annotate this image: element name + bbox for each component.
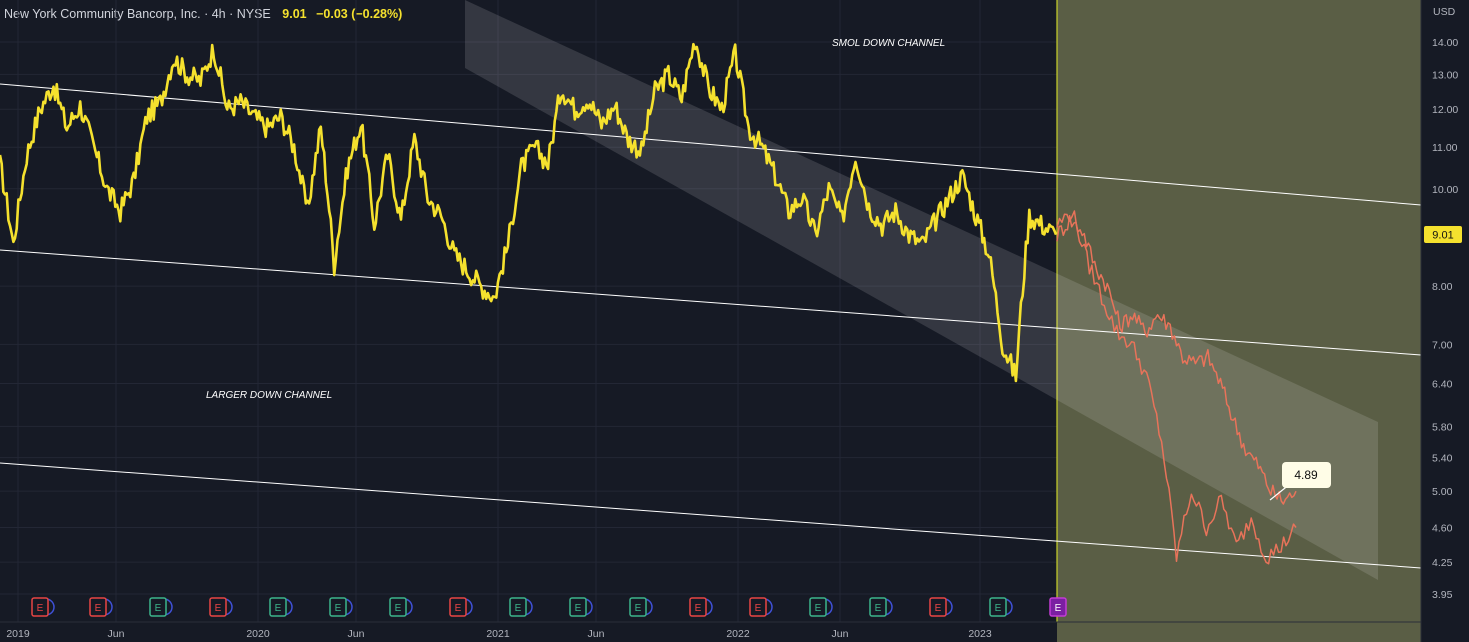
earnings-marker-13[interactable]: [809, 597, 827, 617]
earnings-marker-6[interactable]: [389, 597, 407, 617]
earnings-marker-14[interactable]: [869, 597, 887, 617]
y-tick-1: 13.00: [1432, 69, 1458, 81]
projection-line-a: [1056, 215, 1297, 505]
x-tick-5: Jun: [588, 628, 605, 640]
x-tick-1: Jun: [108, 628, 125, 640]
smol-channel-label: SMOL DOWN CHANNEL: [832, 38, 945, 49]
earnings-marker-label-1: E: [95, 603, 102, 614]
projection-label-box: [1282, 462, 1331, 488]
x-tick-7: Jun: [832, 628, 849, 640]
chart-header: New York Community Bancorp, Inc. · 4h · …: [4, 7, 402, 21]
earnings-marker-2[interactable]: [149, 597, 167, 617]
x-tick-labels: 2019 Jun 2020 Jun 2021 Jun 2022 Jun 2023: [6, 628, 992, 640]
earnings-marker-5[interactable]: [329, 597, 347, 617]
earnings-marker-label-11: E: [695, 603, 702, 614]
smol-channel-band: [465, 0, 1378, 580]
earnings-marker-8[interactable]: [509, 597, 527, 617]
header-change: −0.03 (−0.28%): [316, 7, 403, 21]
x-tick-0: 2019: [6, 628, 30, 640]
x-tick-8: 2023: [968, 628, 992, 640]
earnings-marker-label-10: E: [635, 603, 642, 614]
earnings-marker-label-15: E: [935, 603, 942, 614]
earnings-marker-label-13: E: [815, 603, 822, 614]
projection-zone: [1057, 0, 1421, 642]
earnings-marker-1[interactable]: [89, 597, 107, 617]
earnings-marker-label-16: E: [995, 603, 1002, 614]
header-price: 9.01: [282, 7, 307, 21]
price-tag: 9.01: [1432, 230, 1453, 242]
earnings-marker-label-8: E: [515, 603, 522, 614]
earnings-marker-9[interactable]: [569, 597, 587, 617]
earnings-marker-label-3: E: [215, 603, 222, 614]
larger-channel-label: LARGER DOWN CHANNEL: [206, 390, 332, 401]
y-tick-7: 6.40: [1432, 378, 1453, 390]
earnings-marker-label-17: E: [1055, 603, 1062, 614]
y-tick-10: 5.00: [1432, 486, 1453, 498]
earnings-marker-label-14: E: [875, 603, 882, 614]
channel-bottom-line: [0, 462, 1422, 569]
earnings-marker-label-7: E: [455, 603, 462, 614]
earnings-marker-11[interactable]: [689, 597, 707, 617]
projection-line-b: [1056, 210, 1297, 565]
price-tag-box: [1424, 226, 1462, 243]
projection-label-text: 4.89: [1294, 468, 1318, 482]
y-tick-2: 12.00: [1432, 104, 1458, 116]
earnings-marker-12[interactable]: [749, 597, 767, 617]
earnings-marker-label-9: E: [575, 603, 582, 614]
y-tick-6: 7.00: [1432, 339, 1453, 351]
earnings-marker-3[interactable]: [209, 597, 227, 617]
price-axis[interactable]: [1421, 0, 1469, 642]
earnings-marker-label-12: E: [755, 603, 762, 614]
earnings-marker-10[interactable]: [629, 597, 647, 617]
earnings-marker-label-0: E: [37, 603, 44, 614]
currency-label: USD: [1433, 6, 1456, 18]
y-tick-9: 5.40: [1432, 453, 1453, 465]
earnings-marker-0[interactable]: [31, 597, 49, 617]
earnings-marker-15[interactable]: [929, 597, 947, 617]
earnings-marker-17[interactable]: [1049, 597, 1067, 617]
earnings-marker-label-5: E: [335, 603, 342, 614]
x-tick-3: Jun: [348, 628, 365, 640]
x-tick-4: 2021: [486, 628, 510, 640]
y-tick-labels: 14.00 13.00 12.00 11.00 10.00 8.00 7.00 6.40 5.8…: [1432, 37, 1458, 601]
earnings-marker-16[interactable]: [989, 597, 1007, 617]
channel-top-line: [0, 83, 1422, 206]
y-tick-11: 4.60: [1432, 523, 1453, 535]
y-tick-12: 4.25: [1432, 557, 1453, 569]
earnings-marker-label-4: E: [275, 603, 282, 614]
symbol-title[interactable]: New York Community Bancorp, Inc. · 4h · …: [4, 7, 271, 21]
x-tick-6: 2022: [726, 628, 750, 640]
earnings-marker-label-2: E: [155, 603, 162, 614]
y-tick-4: 10.00: [1432, 184, 1458, 196]
earnings-marker-label-6: E: [395, 603, 402, 614]
earnings-marker-4[interactable]: [269, 597, 287, 617]
y-tick-0: 14.00: [1432, 37, 1458, 49]
y-tick-13: 3.95: [1432, 589, 1453, 601]
y-tick-3: 11.00: [1432, 142, 1458, 154]
price-series-line: [0, 42, 1058, 383]
y-tick-8: 5.80: [1432, 421, 1453, 433]
x-tick-2: 2020: [246, 628, 270, 640]
earnings-marker-7[interactable]: [449, 597, 467, 617]
y-tick-5: 8.00: [1432, 281, 1453, 293]
channel-mid-line: [0, 249, 1422, 356]
